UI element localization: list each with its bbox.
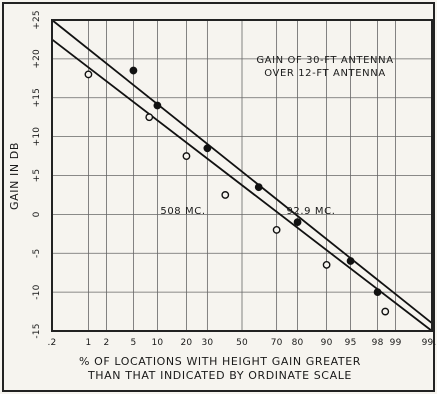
y-tick-label-2: +15 (32, 88, 42, 108)
point-1-6 (381, 307, 390, 316)
fit-line-layer (51, 19, 433, 332)
y-tick-label-8: -15 (32, 323, 42, 338)
point-0-2 (203, 144, 212, 153)
x-tick-label-3: 5 (130, 338, 136, 348)
ylabel: GAIN IN DB (8, 142, 21, 210)
y-tick-label-0: +25 (32, 10, 42, 30)
x-tick-label-12: 98 (372, 338, 384, 348)
point-0-4 (293, 218, 302, 227)
tick-layer: .2 1 2 5 10 20 30 50 70 80 90 95 98 99 99.8 +25 +20 +15 +1… (32, 10, 437, 348)
fit-line-0 (51, 19, 433, 324)
x-tick-label-1: 1 (85, 338, 91, 348)
point-1-4 (272, 226, 281, 234)
point-0-3 (254, 183, 263, 192)
title-line-2: OVER 12-FT ANTENNA (264, 68, 386, 79)
xlabel-line-2: THAN THAT INDICATED BY ORDINATE SCALE (87, 369, 352, 382)
x-tick-label-14: 99.8 (422, 338, 437, 348)
x-tick-label-6: 30 (201, 338, 213, 348)
x-tick-label-9: 80 (292, 338, 304, 348)
annotation-508-mc: 508 MC. (160, 206, 205, 217)
y-tick-label-1: +20 (32, 49, 42, 69)
x-tick-label-4: 10 (151, 338, 163, 348)
annotation-92-9-mc: 92.9 MC. (286, 206, 335, 217)
title-line-1: GAIN OF 30-FT ANTENNA (256, 55, 393, 66)
x-tick-label-0: .2 (48, 338, 57, 348)
x-tick-label-7: 50 (236, 338, 248, 348)
y-tick-label-3: +10 (32, 127, 42, 147)
point-1-0 (84, 70, 93, 79)
point-1-2 (182, 152, 191, 160)
plot-frame (51, 19, 433, 332)
x-tick-label-5: 20 (181, 338, 193, 348)
point-0-0 (129, 66, 138, 75)
xlabel-line-1: % OF LOCATIONS WITH HEIGHT GAIN GREATER (79, 355, 361, 368)
x-tick-label-2: 2 (103, 338, 109, 348)
x-tick-label-8: 70 (271, 338, 283, 348)
x-tick-label-11: 95 (345, 338, 357, 348)
point-0-6 (373, 288, 382, 297)
point-0-5 (346, 257, 355, 265)
point-0-1 (153, 101, 162, 110)
y-tick-label-4: +5 (32, 169, 42, 183)
fit-line-1 (51, 38, 433, 332)
point-1-5 (322, 261, 331, 269)
x-tick-label-13: 99 (390, 338, 402, 348)
y-tick-label-7: -10 (32, 284, 42, 299)
point-1-1 (145, 113, 154, 122)
data-points-layer (84, 66, 390, 316)
y-tick-label-6: -5 (32, 249, 42, 258)
point-1-3 (221, 191, 230, 199)
x-tick-label-10: 90 (321, 338, 333, 348)
y-tick-label-5: 0 (32, 211, 42, 217)
